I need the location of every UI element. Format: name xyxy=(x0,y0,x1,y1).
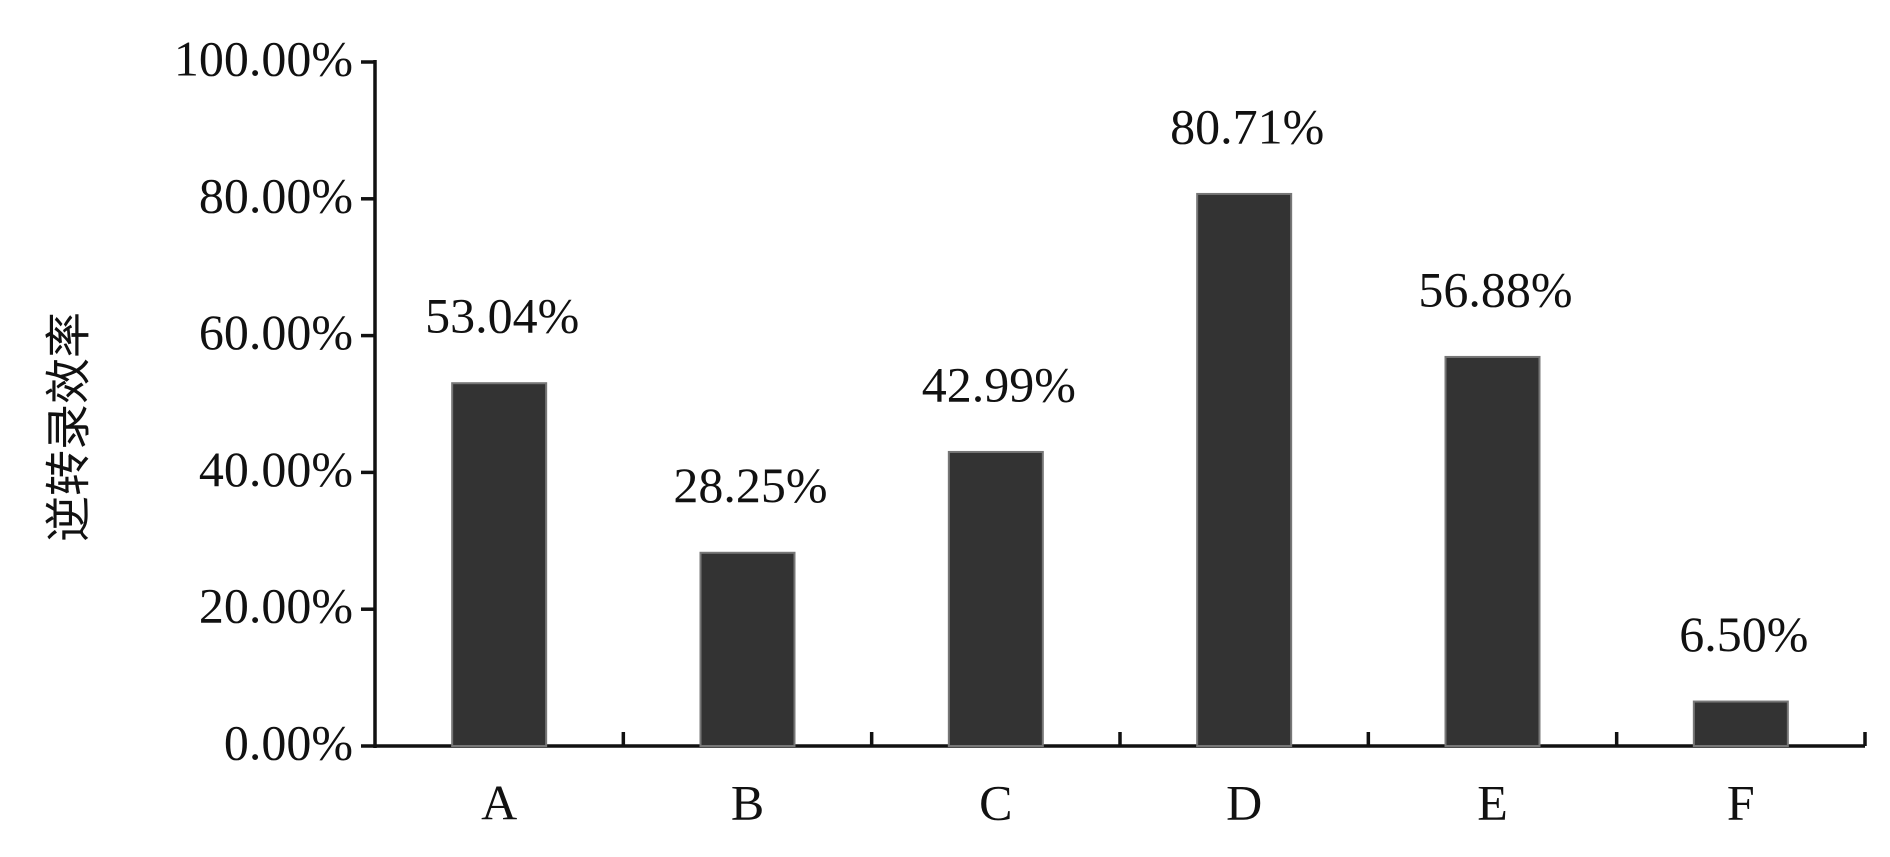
x-tick-label: A xyxy=(481,774,517,830)
data-label: 53.04% xyxy=(425,288,579,344)
x-tick-label: C xyxy=(979,774,1012,830)
bar xyxy=(699,551,796,748)
bar xyxy=(947,450,1044,747)
x-tick-label: E xyxy=(1477,774,1508,830)
x-tick-label: F xyxy=(1727,774,1755,830)
y-tick-label: 60.00% xyxy=(199,304,353,360)
bar xyxy=(451,382,548,747)
x-tick-label: B xyxy=(731,774,764,830)
y-tick-label: 20.00% xyxy=(199,578,353,634)
bar xyxy=(1444,355,1541,747)
data-label: 6.50% xyxy=(1679,606,1808,662)
data-label: 42.99% xyxy=(922,356,1076,412)
y-tick-label: 40.00% xyxy=(199,441,353,497)
y-tick-label: 0.00% xyxy=(224,714,353,770)
data-label: 28.25% xyxy=(673,457,827,513)
y-tick-label: 100.00% xyxy=(174,30,353,86)
x-tick-label: D xyxy=(1226,774,1262,830)
bar xyxy=(1692,700,1789,747)
y-axis-label: 逆转录效率 xyxy=(42,312,96,542)
bar xyxy=(1196,192,1293,747)
y-tick-label: 80.00% xyxy=(199,167,353,223)
data-label: 56.88% xyxy=(1418,261,1572,317)
data-label: 80.71% xyxy=(1170,98,1324,154)
